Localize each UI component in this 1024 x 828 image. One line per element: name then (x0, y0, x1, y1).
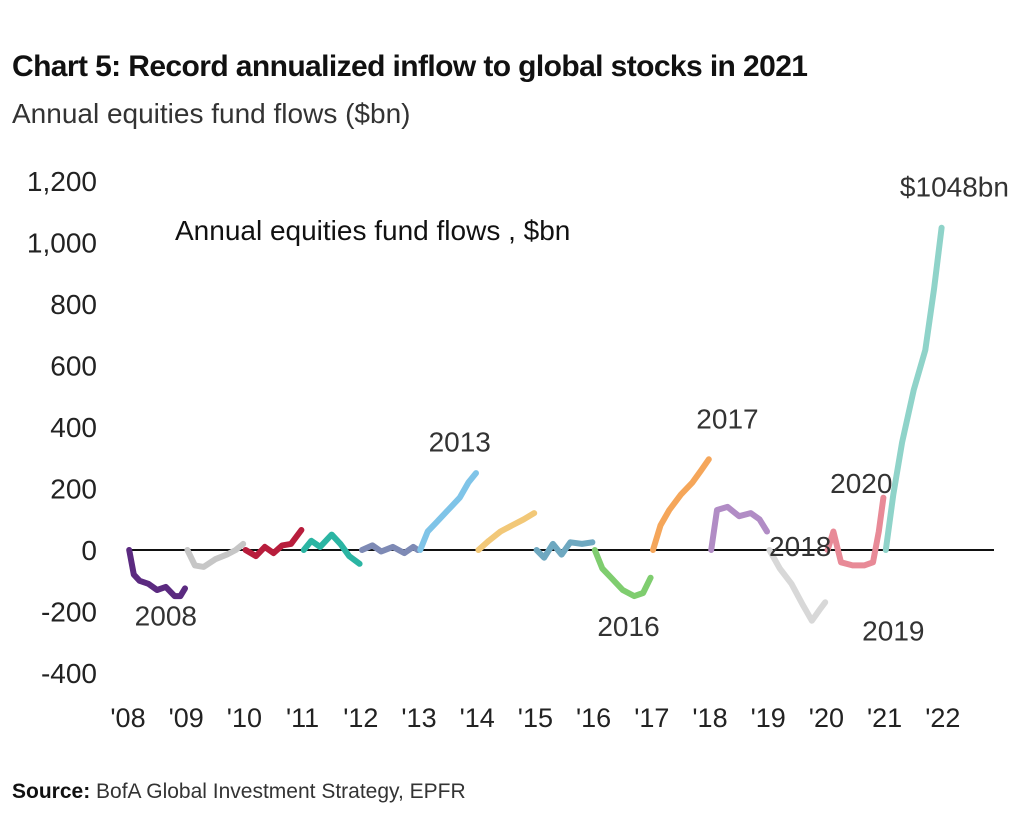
x-tick-label: '16 (576, 703, 611, 733)
y-tick-label: -200 (41, 597, 97, 628)
chart-title: Chart 5: Record annualized inflow to glo… (12, 50, 808, 83)
source-text: BofA Global Investment Strategy, EPFR (96, 780, 466, 803)
y-tick-label: -400 (41, 658, 97, 689)
line-chart: -400 -200 0 200 400 600 800 1,000 1,200 '08 '09 '1… (27, 166, 1009, 733)
series-layer (126, 224, 945, 624)
series-line (126, 547, 188, 600)
x-tick-label: '15 (518, 703, 553, 733)
data-label: 2016 (597, 611, 659, 642)
y-tick-label: 1,000 (27, 228, 97, 259)
series-line (824, 494, 887, 569)
data-label: 2020 (830, 468, 892, 499)
series-line (766, 547, 829, 624)
source-note: Source: BofA Global Investment Strategy,… (12, 780, 466, 804)
data-label: 2017 (696, 404, 758, 435)
series-line (242, 527, 305, 560)
annotation-layer: $1048bn 2008 2013 2016 2017 2018 2019 2020 (135, 171, 1009, 646)
data-label: 2019 (862, 616, 924, 647)
x-tick-label: '14 (460, 703, 495, 733)
data-label: $1048bn (900, 171, 1009, 202)
x-tick-label: '22 (925, 703, 960, 733)
chart-subtitle: Annual equities fund flows ($bn) (12, 98, 411, 129)
y-tick-label: 0 (81, 535, 97, 566)
x-tick-label: '13 (401, 703, 436, 733)
data-label: 2008 (135, 600, 197, 631)
y-tick-label: 1,200 (27, 166, 97, 197)
y-tick-label: 400 (50, 412, 97, 443)
series-line (417, 470, 479, 553)
data-label: 2018 (769, 531, 831, 562)
data-label: 2013 (429, 427, 491, 458)
x-tick-label: '20 (809, 703, 844, 733)
x-tick-label: '21 (867, 703, 902, 733)
series-line (359, 542, 421, 557)
x-tick-label: '08 (110, 703, 145, 733)
series-line (475, 510, 538, 553)
series-line (533, 539, 596, 561)
x-tick-label: '19 (751, 703, 786, 733)
series-line (882, 224, 945, 553)
series-line (300, 531, 363, 567)
y-tick-label: 600 (50, 351, 97, 382)
x-tick-label: '12 (343, 703, 378, 733)
series-line (184, 540, 247, 570)
source-label: Source: (12, 780, 91, 803)
series-line (708, 503, 770, 553)
y-tick-label: 800 (50, 289, 97, 320)
y-tick-label: 200 (50, 474, 97, 505)
x-tick-label: '11 (286, 703, 319, 733)
x-tick-label: '09 (169, 703, 204, 733)
x-tick-label: '10 (227, 703, 262, 733)
x-axis: '08 '09 '10 '11 '12 '13 '14 '15 '16 '17 '18 '19 '20 '… (110, 703, 960, 733)
series-line (650, 456, 712, 553)
y-axis: -400 -200 0 200 400 600 800 1,000 1,200 (27, 166, 97, 689)
x-tick-label: '18 (692, 703, 727, 733)
series-line (591, 547, 654, 600)
inner-chart-title: Annual equities fund flows , $bn (175, 215, 570, 246)
x-tick-label: '17 (634, 703, 669, 733)
